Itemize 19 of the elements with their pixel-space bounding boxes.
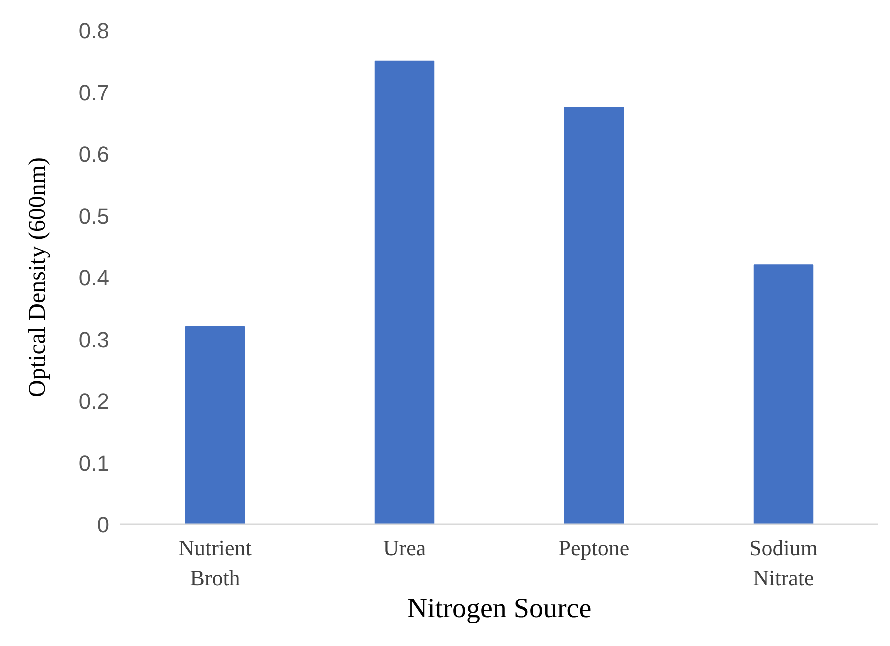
bar — [564, 107, 624, 524]
y-tick-label: 0.7 — [78, 80, 110, 106]
y-tick-label: 0.3 — [78, 327, 110, 352]
y-tick-label: 0.2 — [78, 389, 110, 414]
y-tick-label: 0 — [97, 512, 110, 538]
y-axis-title: Optical Density (600nm) — [24, 158, 51, 398]
bar — [185, 326, 246, 524]
x-tick-label: Peptone — [558, 536, 630, 560]
x-tick-label: Urea — [383, 536, 426, 560]
y-tick-label: 0.5 — [78, 204, 110, 229]
y-tick-label: 0.6 — [78, 142, 110, 167]
bar — [374, 60, 435, 524]
x-tick-label: Sodium Nitrate — [750, 536, 818, 590]
y-tick-label: 0.4 — [78, 266, 110, 290]
bar — [754, 264, 814, 524]
y-tick-label: 0.8 — [78, 18, 110, 44]
x-axis-title: Nitrogen Source — [407, 594, 592, 624]
x-tick-label: Nutrient Broth — [178, 536, 252, 590]
y-tick-label: 0.1 — [78, 450, 110, 476]
